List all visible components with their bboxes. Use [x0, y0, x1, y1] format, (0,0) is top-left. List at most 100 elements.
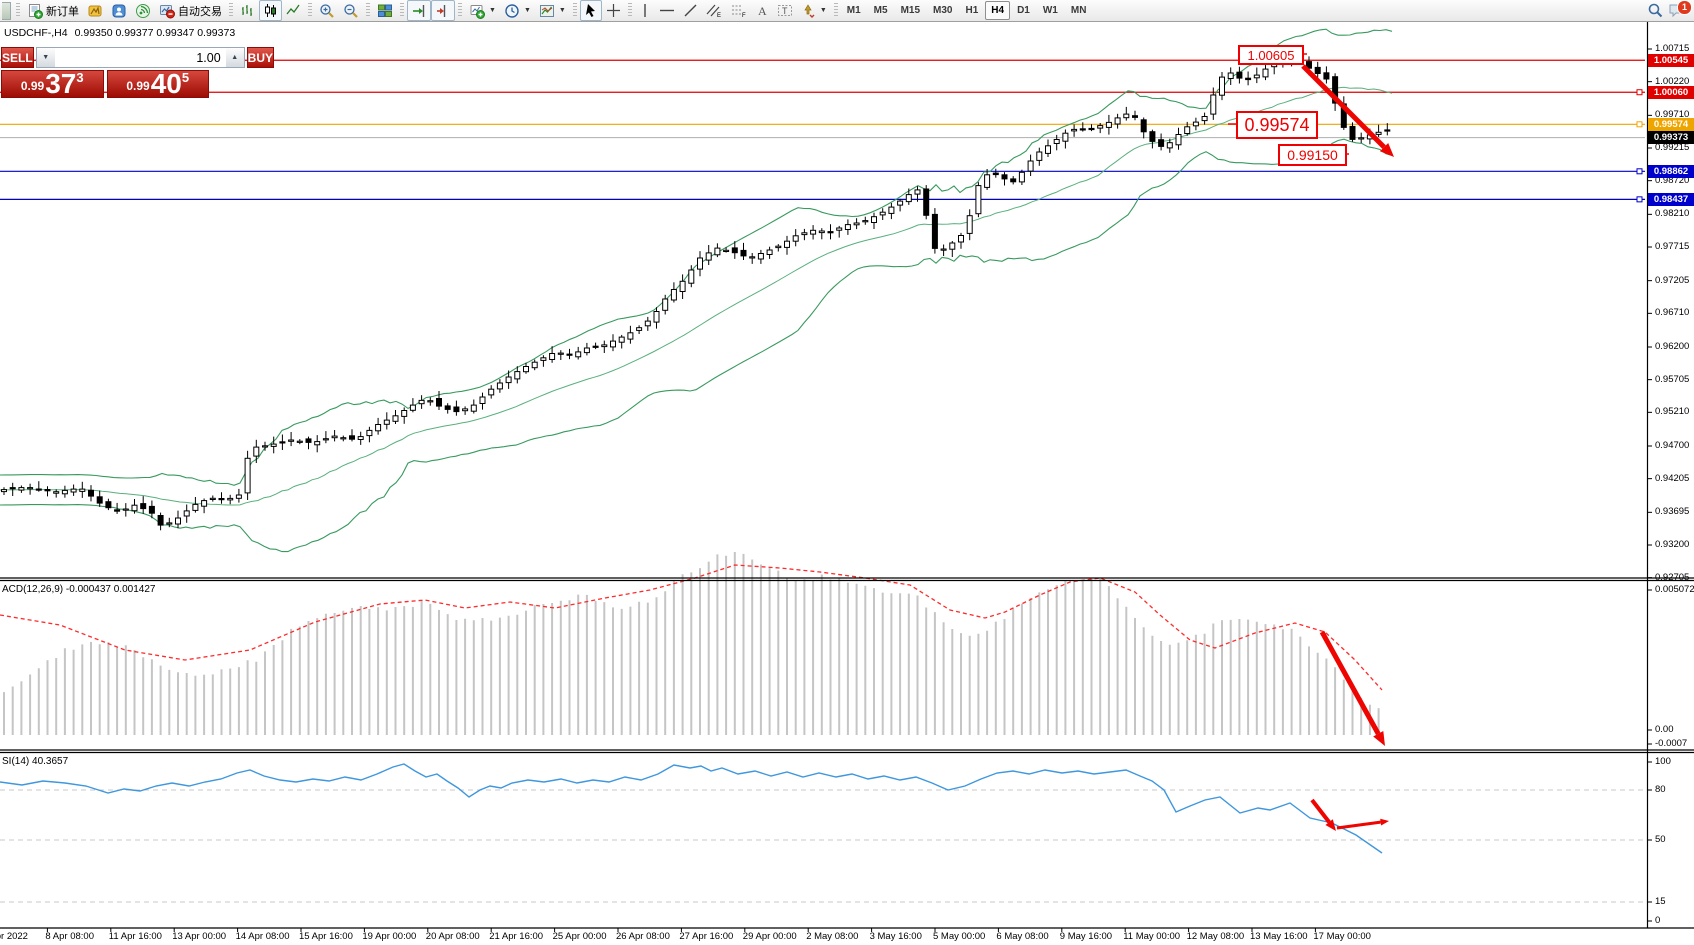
svg-text:A: A: [758, 4, 767, 18]
zoom-out-icon: [344, 3, 358, 18]
annotation-support-level[interactable]: 0.99150: [1278, 144, 1347, 166]
volume-increase-button[interactable]: ▲: [225, 48, 244, 67]
timeframe-MN[interactable]: MN: [1070, 5, 1087, 16]
new-chart-button[interactable]: ▼: [465, 0, 500, 21]
text-label-tool[interactable]: T: [773, 0, 797, 21]
metaeditor-icon: [88, 5, 102, 16]
macd-pane[interactable]: [0, 581, 1645, 749]
arrows-tool[interactable]: ▼: [797, 0, 831, 21]
new-order-button[interactable]: 新订单: [23, 0, 83, 21]
text-tool[interactable]: A: [752, 0, 773, 21]
notification-badge: 1: [1677, 0, 1692, 15]
notifications-button[interactable]: 1: [1668, 0, 1692, 20]
timeframe-H4[interactable]: H4: [985, 1, 1011, 20]
equidistant-channel-icon: E: [706, 4, 721, 18]
auto-scroll-button[interactable]: [407, 0, 431, 21]
signals-icon: [136, 3, 150, 18]
annotation-mid-level[interactable]: 0.99574: [1236, 111, 1318, 139]
arrows-icon: [804, 4, 815, 18]
buy-price-box[interactable]: 0.99 40 5: [106, 68, 209, 99]
toolbar-grip[interactable]: [572, 3, 577, 18]
toolbar-grip[interactable]: [16, 3, 20, 18]
bar-chart-icon: [242, 5, 252, 16]
toolbar-grip[interactable]: [627, 3, 632, 18]
horizontal-line-tool[interactable]: [655, 0, 679, 21]
timeframe-M5[interactable]: M5: [873, 5, 888, 16]
crosshair-button[interactable]: [602, 0, 625, 21]
auto-trading-button[interactable]: 自动交易: [155, 0, 226, 21]
new-order-label: 新订单: [46, 5, 79, 18]
partial-icon: [2, 1, 11, 20]
text-a-icon: A: [758, 4, 767, 18]
timeframe-H1[interactable]: H1: [965, 5, 979, 16]
template-chart-icon: [539, 4, 554, 17]
volume-input[interactable]: [54, 48, 226, 67]
metaeditor-button[interactable]: [83, 0, 107, 21]
zoom-out-button[interactable]: [339, 0, 363, 21]
toolbar-grip[interactable]: [308, 3, 312, 18]
timeframe-M15[interactable]: M15: [900, 5, 921, 16]
tile-windows-button[interactable]: [373, 0, 397, 21]
sell-button[interactable]: SELL: [1, 47, 34, 68]
toolbar-grip[interactable]: [400, 3, 404, 18]
new-order-icon: [29, 3, 43, 19]
community-button[interactable]: [107, 0, 131, 21]
buy-price-sup: 5: [181, 70, 190, 85]
cursor-button[interactable]: [579, 0, 602, 21]
sell-price-big: 37: [45, 68, 77, 99]
templates-button[interactable]: ▼: [535, 0, 570, 21]
toolbar-grip[interactable]: [833, 3, 838, 18]
rsi-pane[interactable]: [0, 753, 1645, 927]
fibonacci-tool[interactable]: F: [727, 0, 752, 21]
chart-shift-icon: [437, 4, 446, 17]
toolbar-grip[interactable]: [366, 3, 370, 18]
bar-chart-mode-button[interactable]: [236, 0, 259, 21]
auto-trading-label: 自动交易: [178, 5, 222, 18]
toolbar-grip[interactable]: [458, 3, 462, 18]
line-chart-mode-button[interactable]: [282, 0, 305, 21]
auto-trading-icon: [160, 4, 175, 18]
main-chart-pane[interactable]: [0, 22, 1645, 578]
annotation-resistance-level[interactable]: 1.00605: [1238, 45, 1304, 65]
trendline-tool[interactable]: [679, 0, 702, 21]
periods-button[interactable]: ▼: [500, 0, 535, 21]
timeframe-W1[interactable]: W1: [1042, 5, 1058, 16]
svg-text:F: F: [742, 13, 746, 18]
sell-price-prefix: 0.99: [20, 79, 45, 93]
auto-scroll-icon: [413, 4, 425, 17]
channel-tool[interactable]: E: [702, 0, 727, 21]
svg-text:T: T: [782, 6, 788, 16]
toolbar-grip[interactable]: [229, 3, 233, 18]
timeframe-M30[interactable]: M30: [933, 5, 953, 16]
clock-icon: [505, 3, 519, 18]
line-chart-icon: [286, 4, 300, 15]
signals-button[interactable]: [131, 0, 155, 21]
time-axis[interactable]: [0, 928, 1694, 945]
buy-button[interactable]: BUY: [246, 47, 275, 68]
chart-title: USDCHF-,H4 0.99350 0.99377 0.99347 0.9937…: [4, 27, 242, 39]
search-icon[interactable]: [1647, 2, 1664, 19]
timeframe-D1[interactable]: D1: [1017, 5, 1030, 16]
timeframe-group: M1 M5 M15 M30 H1 H4 D1 W1 MN: [841, 1, 1093, 20]
volume-decrease-button[interactable]: ▼: [36, 48, 55, 67]
price-axis[interactable]: [1647, 22, 1694, 928]
buy-price-big: 40: [150, 68, 182, 99]
trendline-icon: [684, 4, 697, 17]
main-toolbar: 新订单 自动交易 ▼ ▼: [0, 0, 1694, 22]
symbol-period: USDCHF-,H4: [4, 27, 68, 39]
sell-price-box[interactable]: 0.99 37 3: [1, 70, 104, 98]
sell-price-sup: 3: [76, 70, 84, 85]
chart-shift-button[interactable]: [431, 0, 455, 21]
fibonacci-icon: F: [731, 5, 746, 18]
zoom-in-button[interactable]: [315, 0, 339, 21]
vertical-line-tool[interactable]: [635, 0, 655, 21]
rsi-label: SI(14) 40.3657: [2, 756, 69, 767]
ohlc-values: 0.99350 0.99377 0.99347 0.99373: [74, 27, 236, 39]
chevron-down-icon: ▼: [489, 7, 496, 14]
candlestick-mode-button[interactable]: [259, 0, 282, 21]
buy-price-prefix: 0.99: [126, 79, 150, 93]
svg-text:E: E: [717, 13, 721, 18]
volume-stepper: ▼ ▲: [35, 47, 245, 68]
timeframe-M1[interactable]: M1: [846, 5, 861, 16]
